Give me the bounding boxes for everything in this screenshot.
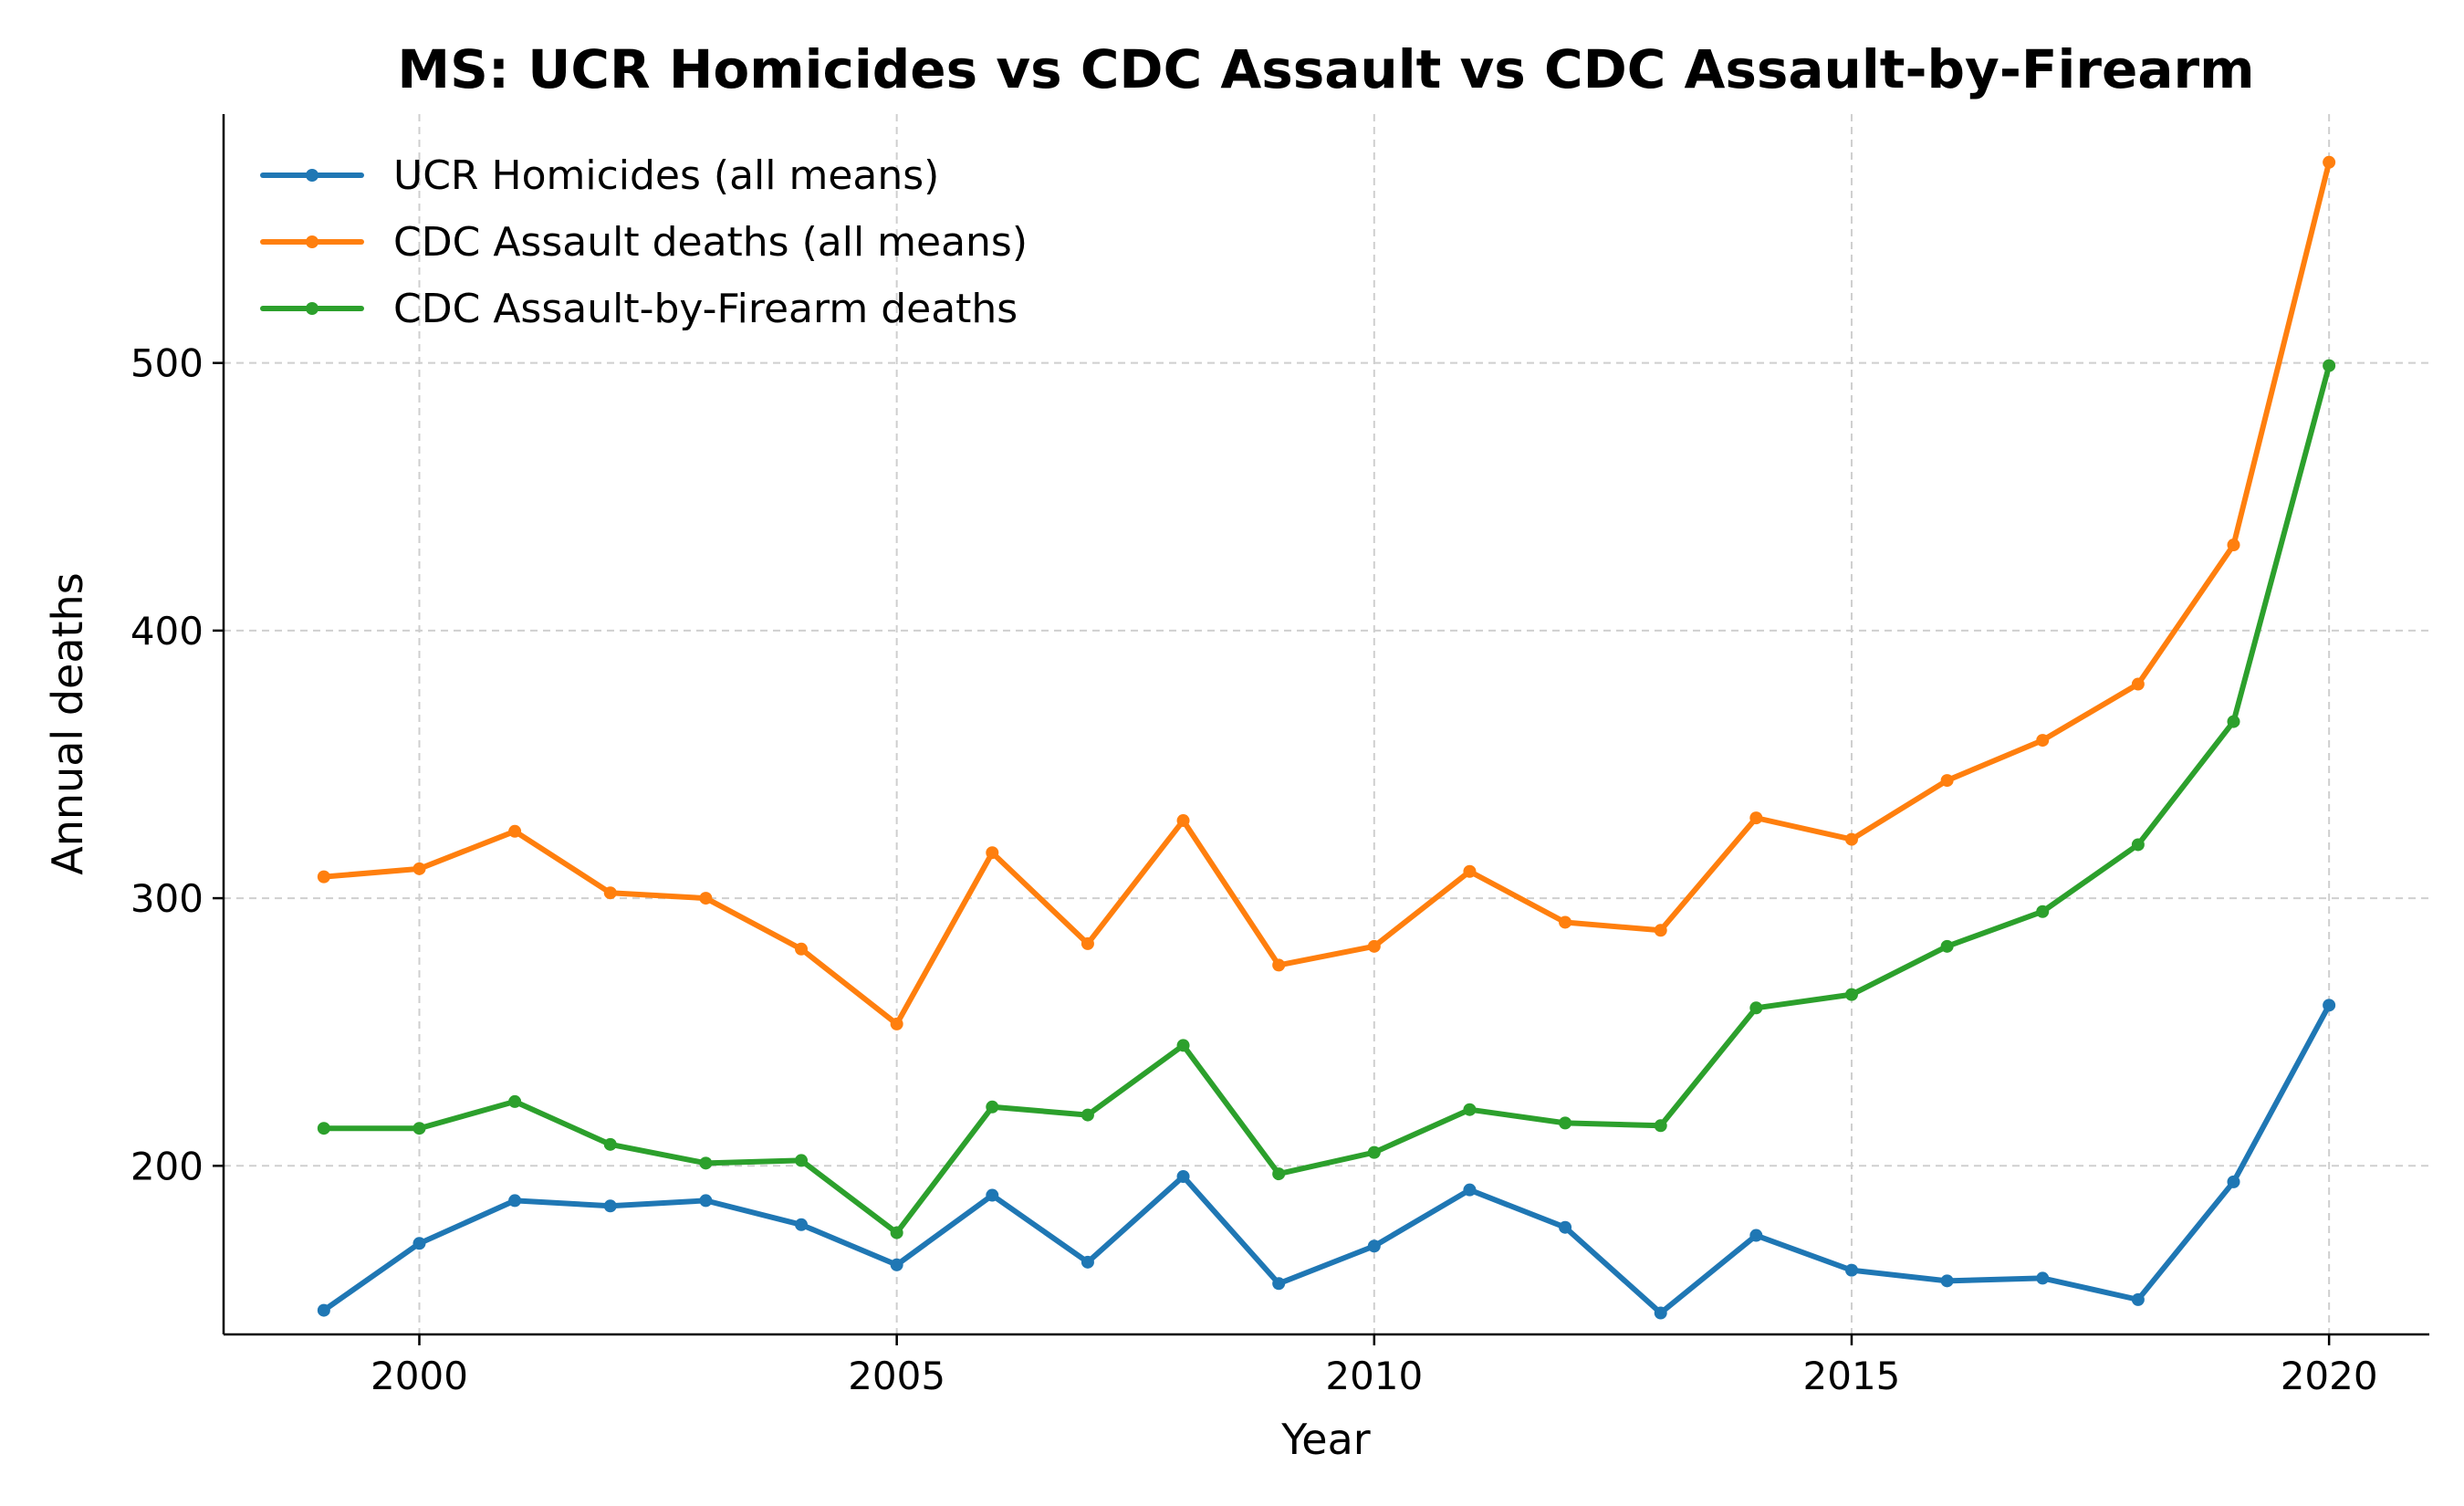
legend-item: CDC Assault-by-Firearm deaths [260,286,1018,332]
data-point [508,1094,522,1108]
data-point [603,1199,617,1213]
data-point [1844,1263,1858,1277]
y-tick-label: 400 [131,609,204,654]
data-point [699,892,713,905]
x-axis-label: Year [1280,1415,1370,1464]
data-point [1367,1145,1381,1159]
data-point [1749,1001,1763,1015]
x-tick-label: 2015 [1803,1354,1901,1398]
y-tick-label: 500 [131,341,204,386]
axes [222,114,2429,1336]
data-point [1463,1103,1477,1116]
data-point [1367,1239,1381,1253]
data-point [2323,999,2336,1012]
data-point [508,824,522,838]
data-point [1081,1255,1094,1269]
data-point [2227,715,2240,728]
x-axis-ticks: 2000 2005 2010 2015 2020 [371,1334,2378,1398]
legend-label: CDC Assault-by-Firearm deaths [393,286,1018,332]
x-tick-label: 2010 [1325,1354,1423,1398]
data-point [603,1137,617,1151]
data-point [2036,734,2050,748]
data-point [1844,988,1858,1001]
data-point [1463,1183,1477,1197]
legend-label: UCR Homicides (all means) [393,152,939,199]
data-point [1559,1220,1572,1234]
data-point [890,1017,903,1030]
data-point [890,1226,903,1239]
data-point [1940,939,1954,953]
data-point [1749,811,1763,825]
data-point [1272,958,1286,972]
data-point [2227,1175,2240,1188]
data-point [1940,774,1954,788]
legend: UCR Homicides (all means) CDC Assault dea… [260,152,1028,332]
data-point [1367,939,1381,953]
series-2 [317,155,2336,1030]
data-point [986,1188,999,1202]
data-point [317,1122,330,1135]
series-lines [317,155,2336,1320]
series-line [320,1002,2333,1316]
data-point [2036,1271,2050,1285]
y-axis-ticks: 200 300 400 500 [131,341,224,1188]
data-point [699,1194,713,1208]
data-point [412,1237,426,1250]
data-point [1654,924,1667,937]
data-point [317,1303,330,1317]
data-point [2131,677,2145,691]
y-tick-label: 200 [131,1144,204,1188]
y-axis-label: Annual deaths [43,572,92,874]
data-point [412,1122,426,1135]
legend-item: CDC Assault deaths (all means) [260,219,1028,266]
data-point [2323,359,2336,372]
data-point [1272,1167,1286,1181]
data-point [1081,1108,1094,1122]
data-point [986,1100,999,1114]
series-line [320,159,2333,1027]
data-point [1176,1039,1190,1052]
data-point [603,886,617,900]
data-point [1176,1170,1190,1184]
series-1 [317,999,2336,1320]
data-point [1654,1306,1667,1320]
data-point [2131,1292,2145,1306]
data-point [1463,864,1477,878]
data-point [317,870,330,884]
data-point [508,1194,522,1208]
legend-marker [306,302,318,315]
legend-marker [306,235,318,248]
chart-title: MS: UCR Homicides vs CDC Assault vs CDC … [397,38,2254,100]
x-tick-label: 2000 [371,1354,468,1398]
data-point [1272,1277,1286,1291]
x-tick-label: 2020 [2281,1354,2378,1398]
data-point [795,942,809,956]
data-point [2323,155,2336,169]
data-point [1749,1229,1763,1242]
data-point [1844,832,1858,846]
data-point [2131,838,2145,852]
data-point [2227,539,2240,552]
series-line [320,362,2333,1236]
data-point [986,846,999,860]
y-tick-label: 300 [131,876,204,921]
data-point [1940,1274,1954,1288]
data-point [795,1154,809,1167]
data-point [1559,915,1572,929]
data-point [412,862,426,875]
data-point [1654,1119,1667,1133]
legend-marker [306,169,318,182]
data-point [795,1218,809,1231]
data-point [699,1156,713,1170]
legend-label: CDC Assault deaths (all means) [393,219,1028,266]
data-point [890,1258,903,1271]
data-point [1176,814,1190,828]
series-3 [317,359,2336,1239]
legend-item: UCR Homicides (all means) [260,152,939,199]
data-point [1559,1116,1572,1130]
data-point [1081,936,1094,950]
data-point [2036,905,2050,918]
x-tick-label: 2005 [848,1354,945,1398]
